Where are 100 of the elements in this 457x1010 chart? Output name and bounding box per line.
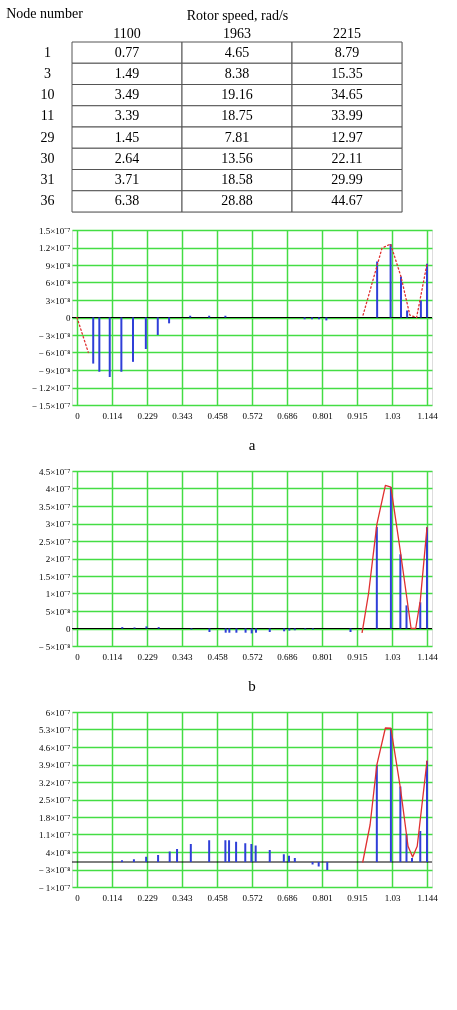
y-tick-label: 4×10⁻⁷ [45,484,71,494]
y-tick-label: − 3×10⁻⁸ [38,865,71,875]
y-tick-label: 11 [40,108,55,124]
y-tick-label: 4.5×10⁻⁷ [39,466,71,477]
x-tick-label: 0.686 [277,651,298,662]
data-label: 0.77 [114,44,140,60]
y-tick-label: 3.5×10⁻⁷ [39,501,71,512]
x-tick-label: 0.686 [277,410,298,421]
bar [228,840,231,862]
y-tick-label: 4.6×10⁻⁷ [39,742,71,753]
bar [282,854,285,862]
y-axis-title: Node number [6,5,84,21]
y-tick-label: 3×10⁻⁸ [45,295,71,306]
data-label: 1.49 [114,65,140,81]
x-tick-label: 0.114 [102,410,123,421]
bar [108,317,111,377]
x-tick-label: 0.229 [137,651,159,662]
y-tick-label: 6×10⁻⁸ [45,278,71,288]
x-tick-label: 0.343 [172,410,194,421]
bar [326,862,329,870]
x-tick-label: 1.144 [417,892,439,903]
bar [228,628,231,633]
x-tick-label: 1.03 [384,892,401,903]
bar [317,862,320,867]
x-tick-label: 0 [75,892,81,903]
data-label: 7.81 [224,129,250,145]
data-label: 22.11 [331,150,363,166]
y-tick-label: 1.5×10⁻⁷ [39,225,71,236]
text: a [248,437,256,453]
y-tick-label: 4×10⁻⁸ [45,847,71,858]
x-tick-label: 1.144 [417,651,439,662]
y-tick-label: 29 [40,129,55,145]
data-label: 13.56 [221,150,253,166]
x-tick-label: 0.915 [347,892,369,903]
y-tick-label: 3 [44,65,51,81]
line-series [361,484,428,633]
x-tick-label: 0.915 [347,651,369,662]
bar [244,628,247,633]
y-tick-label: 2.5×10⁻⁷ [39,536,71,547]
y-tick-label: − 3×10⁻⁸ [38,330,71,341]
bar [411,858,414,862]
x-tick-label: 0.114 [102,892,123,903]
x-tick-label: 0.229 [137,892,159,903]
y-tick-label: 10 [40,87,55,103]
bar [405,605,408,629]
x-tick-label: 0.686 [277,892,298,903]
data-label: 6.38 [114,193,140,209]
data-label: 12.97 [331,129,363,145]
bar [375,527,378,629]
data-label: 3.39 [114,108,140,124]
bar [288,628,291,631]
data-label: 3.71 [114,172,140,188]
x-tick-label: 0.458 [207,892,229,903]
x-tick-label: 0.343 [172,892,194,903]
bar [399,786,402,862]
bar [145,856,148,862]
data-label: 29.99 [331,172,363,188]
y-tick-label: 1.2×10⁻⁷ [39,243,71,253]
y-tick-label: 1.8×10⁻⁷ [39,812,71,823]
bar [389,487,392,629]
bar [244,843,247,862]
bar [157,855,160,862]
y-tick-label: 0 [66,624,71,634]
y-tick-label: 0 [66,313,71,323]
bar [235,628,238,633]
bar [399,276,402,318]
line-series [362,727,428,863]
y-tick-label: 36 [40,193,55,209]
data-label: 4.65 [224,44,250,60]
bar [224,840,227,862]
bar [145,626,148,629]
data-label: 18.75 [221,108,253,124]
bar [92,317,95,364]
data-label: 44.67 [331,193,363,209]
x-tick-label: 0.572 [242,892,263,903]
bar [189,844,192,862]
x-tick-label: 0.915 [347,410,369,421]
x-tick-label: 2215 [333,25,361,41]
data-label: 2.64 [114,150,140,166]
y-tick-label: 31 [40,172,55,188]
bar [156,317,159,335]
x-tick-label: 0.229 [137,410,159,421]
bar [98,317,101,372]
bar [144,317,147,349]
bar [419,300,422,318]
x-tick-label: 1100 [113,25,141,41]
data-label: 19.16 [221,87,253,103]
x-tick-label: 0.801 [312,892,333,903]
y-tick-label: 2.5×10⁻⁷ [39,795,71,805]
data-label: 8.38 [224,65,250,81]
bar [120,317,123,372]
bar [389,244,392,318]
bar [399,554,402,629]
bar [268,850,271,862]
x-tick-label: 0.572 [242,410,263,421]
bar [254,845,257,862]
y-tick-label: − 9×10⁻⁸ [38,365,71,376]
bar [375,765,378,862]
x-tick-label: 0 [75,651,81,662]
x-tick-label: 1.03 [384,410,401,421]
